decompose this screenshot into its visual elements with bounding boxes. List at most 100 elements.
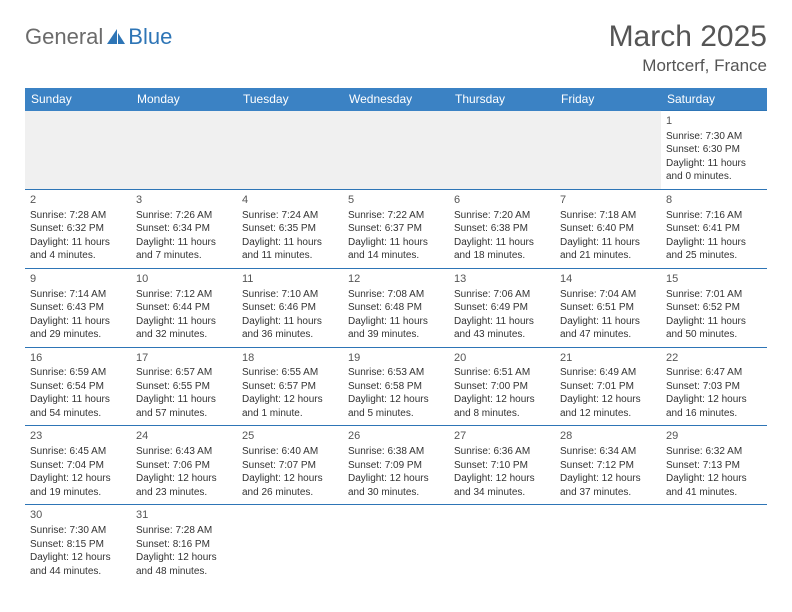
- day-cell: 17Sunrise: 6:57 AMSunset: 6:55 PMDayligh…: [131, 347, 237, 426]
- daylight-text: Daylight: 12 hours and 44 minutes.: [30, 551, 126, 578]
- day-cell: 4Sunrise: 7:24 AMSunset: 6:35 PMDaylight…: [237, 189, 343, 268]
- daylight-text: Daylight: 12 hours and 12 minutes.: [560, 393, 656, 420]
- day-number: 25: [242, 429, 338, 444]
- weekday-header: Monday: [131, 88, 237, 111]
- sunset-text: Sunset: 6:30 PM: [666, 143, 762, 157]
- daylight-text: Daylight: 11 hours and 54 minutes.: [30, 393, 126, 420]
- sunset-text: Sunset: 8:16 PM: [136, 538, 232, 552]
- daylight-text: Daylight: 11 hours and 21 minutes.: [560, 236, 656, 263]
- day-number: 1: [666, 114, 762, 129]
- day-cell: 14Sunrise: 7:04 AMSunset: 6:51 PMDayligh…: [555, 268, 661, 347]
- sunrise-text: Sunrise: 6:45 AM: [30, 445, 126, 459]
- sunrise-text: Sunrise: 7:14 AM: [30, 288, 126, 302]
- sunrise-text: Sunrise: 6:59 AM: [30, 366, 126, 380]
- sunset-text: Sunset: 8:15 PM: [30, 538, 126, 552]
- day-cell: 21Sunrise: 6:49 AMSunset: 7:01 PMDayligh…: [555, 347, 661, 426]
- day-number: 18: [242, 351, 338, 366]
- empty-cell: [555, 111, 661, 190]
- logo: General Blue: [25, 24, 172, 50]
- sunset-text: Sunset: 6:34 PM: [136, 222, 232, 236]
- day-number: 12: [348, 272, 444, 287]
- daylight-text: Daylight: 12 hours and 34 minutes.: [454, 472, 550, 499]
- day-number: 5: [348, 193, 444, 208]
- day-number: 23: [30, 429, 126, 444]
- sunset-text: Sunset: 6:41 PM: [666, 222, 762, 236]
- day-number: 15: [666, 272, 762, 287]
- day-number: 11: [242, 272, 338, 287]
- day-cell: 29Sunrise: 6:32 AMSunset: 7:13 PMDayligh…: [661, 426, 767, 505]
- day-number: 31: [136, 508, 232, 523]
- sunset-text: Sunset: 6:55 PM: [136, 380, 232, 394]
- day-cell: 18Sunrise: 6:55 AMSunset: 6:57 PMDayligh…: [237, 347, 343, 426]
- weekday-header: Sunday: [25, 88, 131, 111]
- sunrise-text: Sunrise: 7:01 AM: [666, 288, 762, 302]
- sunrise-text: Sunrise: 7:24 AM: [242, 209, 338, 223]
- daylight-text: Daylight: 12 hours and 26 minutes.: [242, 472, 338, 499]
- sunrise-text: Sunrise: 7:28 AM: [30, 209, 126, 223]
- sunset-text: Sunset: 6:40 PM: [560, 222, 656, 236]
- sunset-text: Sunset: 7:01 PM: [560, 380, 656, 394]
- sunrise-text: Sunrise: 6:55 AM: [242, 366, 338, 380]
- day-cell: 8Sunrise: 7:16 AMSunset: 6:41 PMDaylight…: [661, 189, 767, 268]
- month-title: March 2025: [609, 20, 767, 54]
- day-number: 22: [666, 351, 762, 366]
- sunset-text: Sunset: 6:38 PM: [454, 222, 550, 236]
- sunrise-text: Sunrise: 7:30 AM: [30, 524, 126, 538]
- empty-cell: [343, 505, 449, 583]
- daylight-text: Daylight: 11 hours and 43 minutes.: [454, 315, 550, 342]
- day-cell: 24Sunrise: 6:43 AMSunset: 7:06 PMDayligh…: [131, 426, 237, 505]
- day-cell: 1Sunrise: 7:30 AMSunset: 6:30 PMDaylight…: [661, 111, 767, 190]
- day-number: 17: [136, 351, 232, 366]
- day-cell: 12Sunrise: 7:08 AMSunset: 6:48 PMDayligh…: [343, 268, 449, 347]
- day-number: 19: [348, 351, 444, 366]
- calendar-row: 30Sunrise: 7:30 AMSunset: 8:15 PMDayligh…: [25, 505, 767, 583]
- weekday-header: Thursday: [449, 88, 555, 111]
- day-cell: 23Sunrise: 6:45 AMSunset: 7:04 PMDayligh…: [25, 426, 131, 505]
- day-number: 27: [454, 429, 550, 444]
- empty-cell: [237, 505, 343, 583]
- logo-text-1: General: [25, 24, 103, 50]
- calendar-body: 1 Sunrise: 7:30 AM Sunset: 6:30 PM Daylight…: [25, 111, 767, 584]
- daylight-text: Daylight: 12 hours and 16 minutes.: [666, 393, 762, 420]
- day-number: 14: [560, 272, 656, 287]
- sunrise-text: Sunrise: 6:51 AM: [454, 366, 550, 380]
- empty-cell: [449, 505, 555, 583]
- sunrise-text: Sunrise: 7:12 AM: [136, 288, 232, 302]
- sunset-text: Sunset: 7:04 PM: [30, 459, 126, 473]
- daylight-text: Daylight: 12 hours and 30 minutes.: [348, 472, 444, 499]
- daylight-text: Daylight: 12 hours and 23 minutes.: [136, 472, 232, 499]
- day-number: 2: [30, 193, 126, 208]
- day-cell: 3Sunrise: 7:26 AMSunset: 6:34 PMDaylight…: [131, 189, 237, 268]
- empty-cell: [661, 505, 767, 583]
- sunset-text: Sunset: 6:57 PM: [242, 380, 338, 394]
- sunset-text: Sunset: 6:58 PM: [348, 380, 444, 394]
- daylight-text: Daylight: 11 hours and 50 minutes.: [666, 315, 762, 342]
- day-cell: 9Sunrise: 7:14 AMSunset: 6:43 PMDaylight…: [25, 268, 131, 347]
- day-cell: 27Sunrise: 6:36 AMSunset: 7:10 PMDayligh…: [449, 426, 555, 505]
- sunset-text: Sunset: 6:32 PM: [30, 222, 126, 236]
- sunset-text: Sunset: 7:00 PM: [454, 380, 550, 394]
- logo-text-2: Blue: [128, 24, 172, 50]
- calendar-row: 9Sunrise: 7:14 AMSunset: 6:43 PMDaylight…: [25, 268, 767, 347]
- sunset-text: Sunset: 6:54 PM: [30, 380, 126, 394]
- location: Mortcerf, France: [609, 56, 767, 76]
- day-number: 21: [560, 351, 656, 366]
- daylight-text: Daylight: 12 hours and 19 minutes.: [30, 472, 126, 499]
- header: General Blue March 2025 Mortcerf, France: [25, 20, 767, 76]
- empty-cell: [343, 111, 449, 190]
- sunrise-text: Sunrise: 7:22 AM: [348, 209, 444, 223]
- weekday-header: Friday: [555, 88, 661, 111]
- sunrise-text: Sunrise: 6:53 AM: [348, 366, 444, 380]
- daylight-text: Daylight: 12 hours and 48 minutes.: [136, 551, 232, 578]
- day-cell: 6Sunrise: 7:20 AMSunset: 6:38 PMDaylight…: [449, 189, 555, 268]
- day-number: 7: [560, 193, 656, 208]
- sunrise-text: Sunrise: 6:43 AM: [136, 445, 232, 459]
- daylight-text: Daylight: 11 hours and 32 minutes.: [136, 315, 232, 342]
- sunrise-text: Sunrise: 6:34 AM: [560, 445, 656, 459]
- sunrise-text: Sunrise: 6:57 AM: [136, 366, 232, 380]
- sunrise-text: Sunrise: 7:28 AM: [136, 524, 232, 538]
- sunset-text: Sunset: 7:12 PM: [560, 459, 656, 473]
- day-number: 13: [454, 272, 550, 287]
- day-cell: 16Sunrise: 6:59 AMSunset: 6:54 PMDayligh…: [25, 347, 131, 426]
- daylight-text: Daylight: 11 hours and 14 minutes.: [348, 236, 444, 263]
